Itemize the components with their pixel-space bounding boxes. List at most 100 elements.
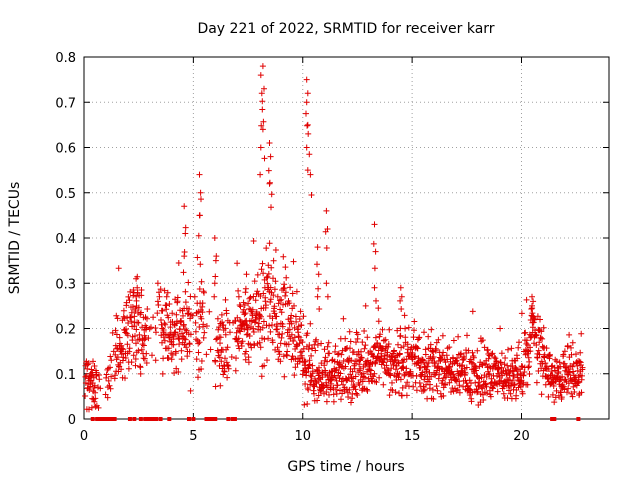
data-point — [357, 365, 364, 372]
data-point — [456, 382, 463, 389]
data-point — [535, 347, 542, 354]
data-point — [320, 383, 327, 390]
data-point — [107, 364, 113, 371]
data-point — [119, 345, 126, 352]
data-point — [348, 399, 354, 406]
data-point — [420, 387, 427, 394]
data-point — [324, 343, 331, 350]
data-point — [265, 335, 272, 342]
data-point — [570, 383, 577, 390]
data-point — [469, 349, 476, 356]
data-point — [252, 297, 259, 304]
data-point — [493, 358, 500, 365]
data-point — [497, 359, 504, 366]
data-point — [165, 355, 172, 362]
data-point — [274, 293, 281, 300]
data-point — [303, 368, 310, 375]
data-point — [420, 359, 427, 365]
data-point — [345, 394, 352, 400]
data-point — [513, 392, 520, 399]
data-point — [375, 318, 382, 325]
data-point — [536, 339, 543, 346]
data-point — [250, 238, 257, 244]
data-point — [292, 313, 299, 320]
data-point — [315, 271, 322, 278]
x-tick-label: 10 — [294, 429, 311, 444]
data-point — [176, 336, 183, 343]
data-point — [165, 314, 172, 321]
data-point — [372, 334, 379, 341]
data-point — [419, 356, 426, 363]
data-point — [524, 381, 531, 388]
data-point — [470, 354, 477, 361]
data-point — [264, 357, 270, 364]
data-point — [394, 327, 401, 334]
data-point — [137, 370, 144, 377]
data-point — [547, 351, 553, 358]
data-point — [362, 342, 369, 349]
data-point — [266, 240, 273, 247]
data-point — [174, 294, 181, 301]
data-point — [84, 361, 91, 368]
data-point — [571, 389, 578, 395]
data-point — [191, 293, 198, 300]
data-point — [132, 306, 139, 312]
data-point — [291, 372, 298, 379]
data-point — [480, 397, 487, 403]
data-point — [192, 319, 199, 326]
data-point — [178, 317, 185, 324]
data-point — [248, 344, 255, 351]
data-point — [305, 346, 312, 353]
data-point — [356, 381, 363, 388]
zero-marker — [552, 417, 557, 421]
data-point — [425, 333, 432, 340]
y-tick-label: 0.1 — [55, 368, 76, 383]
data-point — [565, 385, 572, 392]
data-point — [397, 332, 404, 339]
data-point — [564, 342, 571, 349]
data-point — [478, 338, 485, 345]
data-point — [82, 393, 89, 399]
data-point — [488, 351, 495, 358]
data-point — [382, 336, 389, 343]
data-point — [545, 393, 552, 400]
data-point — [465, 347, 472, 354]
data-point — [548, 368, 555, 375]
data-point — [165, 345, 172, 352]
data-point — [576, 358, 583, 365]
data-point — [255, 323, 262, 330]
data-point — [459, 362, 466, 369]
data-point — [517, 370, 524, 377]
data-point — [439, 352, 446, 359]
data-point — [380, 381, 387, 388]
data-point — [284, 348, 291, 355]
data-point — [309, 362, 316, 369]
data-point — [234, 260, 241, 267]
data-point — [332, 348, 338, 355]
data-point — [371, 265, 378, 272]
data-point — [182, 336, 189, 343]
data-point — [159, 325, 166, 332]
data-point — [278, 296, 285, 303]
data-point — [371, 284, 378, 291]
data-point — [487, 393, 494, 400]
data-point — [169, 310, 176, 317]
data-point — [388, 365, 395, 372]
data-point — [195, 232, 202, 239]
data-point — [397, 376, 404, 383]
data-point — [228, 354, 235, 360]
x-axis-label: GPS time / hours — [287, 459, 404, 475]
zero-marker — [103, 417, 108, 421]
data-point — [90, 358, 96, 365]
data-point — [149, 352, 155, 359]
data-point — [392, 356, 399, 363]
data-point — [438, 356, 444, 362]
data-point — [97, 385, 104, 392]
data-point — [261, 155, 268, 162]
data-point — [267, 328, 274, 335]
data-point — [163, 293, 170, 300]
data-point — [166, 301, 173, 307]
data-point — [429, 386, 436, 393]
data-point — [439, 377, 446, 384]
data-point — [505, 346, 511, 353]
